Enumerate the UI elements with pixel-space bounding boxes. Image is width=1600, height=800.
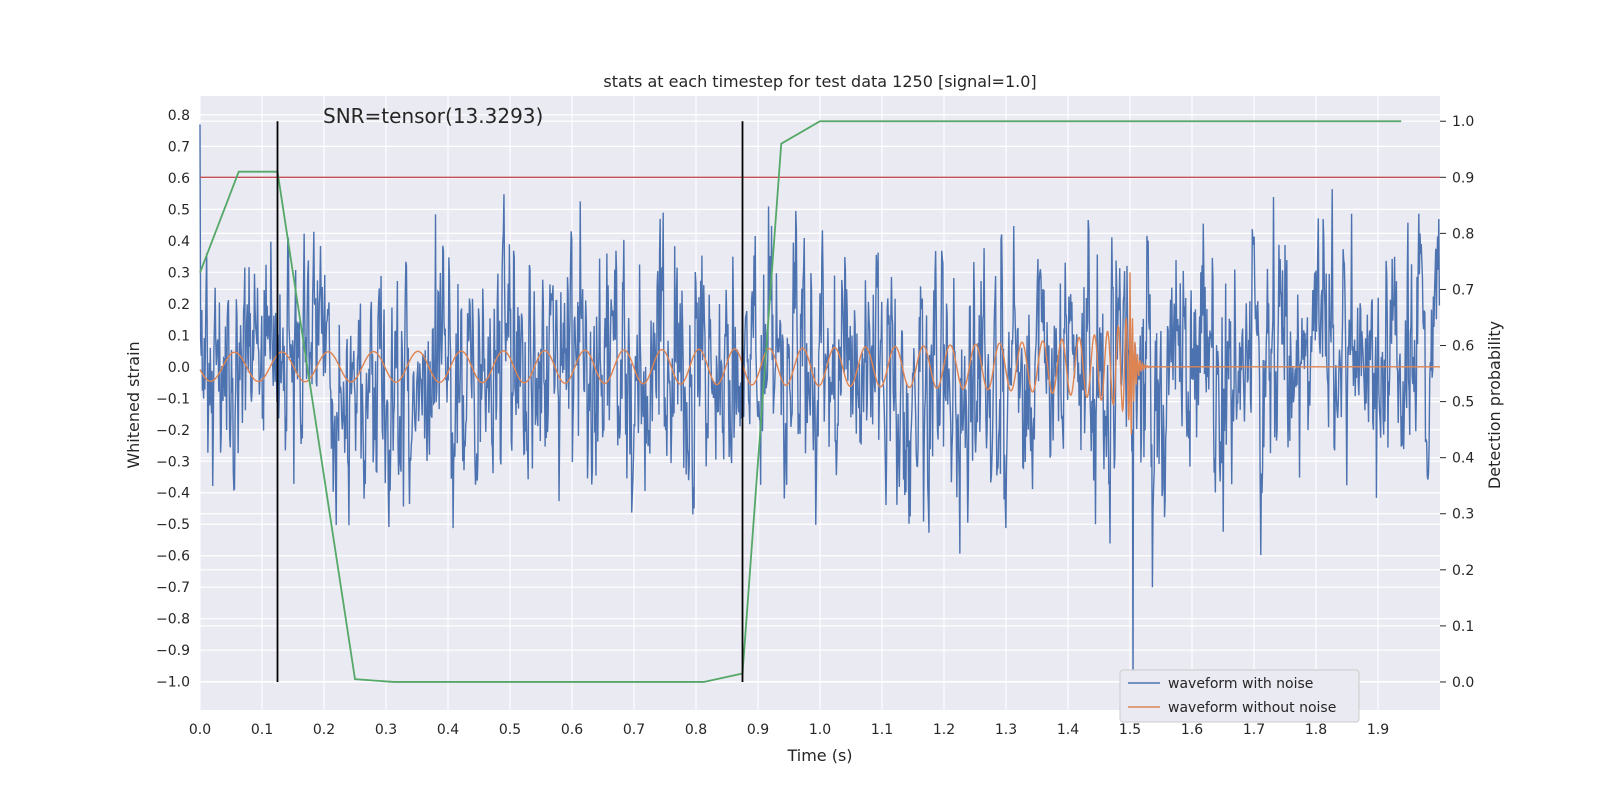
x-tick-label: 0.8 [685, 722, 707, 738]
y-right-tick-label: 0.5 [1452, 395, 1474, 411]
x-tick-label: 0.2 [313, 722, 335, 738]
x-tick-label: 1.6 [1181, 722, 1203, 738]
y-tick-label: −0.3 [156, 454, 190, 470]
y-tick-label: 0.1 [168, 328, 190, 344]
y-tick-label: 0.6 [168, 171, 190, 187]
legend-box [1119, 669, 1360, 723]
y-tick-label: 0.0 [168, 360, 190, 376]
x-tick-label: 1.5 [1119, 722, 1141, 738]
x-tick-label: 0.3 [375, 722, 397, 738]
y-tick-label: 0.2 [168, 297, 190, 313]
x-tick-label: 0.5 [499, 722, 521, 738]
y-right-tick-label: 0.6 [1452, 339, 1474, 355]
y-tick-label: 0.3 [168, 265, 190, 281]
x-tick-label: 0.1 [251, 722, 273, 738]
y-tick-label: −0.5 [156, 517, 190, 533]
x-tick-label: 0.9 [747, 722, 769, 738]
series-detection-probability [199, 120, 1402, 683]
x-tick-label: 0.7 [623, 722, 645, 738]
x-tick-label: 1.3 [995, 722, 1017, 738]
x-tick-label: 1.0 [809, 722, 831, 738]
y-right-tick-label: 0.3 [1452, 507, 1474, 523]
y-tick-label: 0.4 [168, 234, 190, 250]
legend-label-noise: waveform with noise [1168, 676, 1313, 692]
grid [199, 96, 1440, 710]
y-right-tick-label: 0.2 [1452, 563, 1474, 579]
y-tick-label: −1.0 [156, 675, 190, 691]
x-tick-label: 1.7 [1243, 722, 1265, 738]
x-tick-label: 0.6 [561, 722, 583, 738]
y-tick-label: −0.8 [156, 612, 190, 628]
y-right-tick-label: 0.9 [1452, 170, 1474, 186]
x-tick-label: 0.4 [437, 722, 459, 738]
y-axis-label: Whitened strain [124, 341, 143, 468]
series-waveform-without-noise [199, 272, 1440, 435]
y-right-tick-label: 0.0 [1452, 675, 1474, 691]
y-tick-label: 0.7 [168, 139, 190, 155]
y-tick-label: 0.5 [168, 202, 190, 218]
legend-label-clean: waveform without noise [1168, 700, 1336, 716]
y-tick-label: −0.4 [156, 486, 190, 502]
y-tick-label: −0.6 [156, 549, 190, 565]
x-tick-label: 1.1 [871, 722, 893, 738]
y-right-ticks: 1.0 0.9 0.8 0.7 0.6 0.5 0.4 0.3 0.2 0.1 0.0 [1440, 114, 1474, 691]
y-right-tick-label: 0.1 [1452, 619, 1474, 635]
y-tick-label: 0.8 [168, 108, 190, 124]
y-tick-label: −0.7 [156, 580, 190, 596]
y-right-tick-label: 0.4 [1452, 451, 1474, 467]
x-axis-label: Time (s) [786, 746, 852, 765]
x-tick-label: 1.8 [1305, 722, 1327, 738]
x-tick-label: 1.9 [1367, 722, 1389, 738]
chart-title: stats at each timestep for test data 125… [603, 72, 1036, 91]
legend: waveform with noise waveform without noi… [1119, 669, 1360, 723]
series-waveform-with-noise [199, 124, 1441, 682]
snr-annotation: SNR=tensor(13.3293) [323, 104, 543, 128]
y-tick-label: −0.2 [156, 423, 190, 439]
y-ticks: 0.8 0.7 0.6 0.5 0.4 0.3 0.2 0.1 0.0 −0.1 −0.2 −0.3 −… [156, 108, 190, 691]
y-tick-label: −0.1 [156, 391, 190, 407]
x-tick-label: 1.4 [1057, 722, 1079, 738]
x-ticks: 0.0 0.1 0.2 0.3 0.4 0.5 0.6 0.7 0.8 0.9 1.0 1.1 1.2 1… [189, 722, 1389, 738]
plot-lines [199, 120, 1441, 683]
y-right-tick-label: 0.7 [1452, 282, 1474, 298]
y-axis-right-label: Detection probability [1485, 321, 1504, 489]
y-tick-label: −0.9 [156, 643, 190, 659]
x-tick-label: 1.2 [933, 722, 955, 738]
y-right-tick-label: 0.8 [1452, 226, 1474, 242]
y-right-tick-label: 1.0 [1452, 114, 1474, 130]
x-tick-label: 0.0 [189, 722, 211, 738]
